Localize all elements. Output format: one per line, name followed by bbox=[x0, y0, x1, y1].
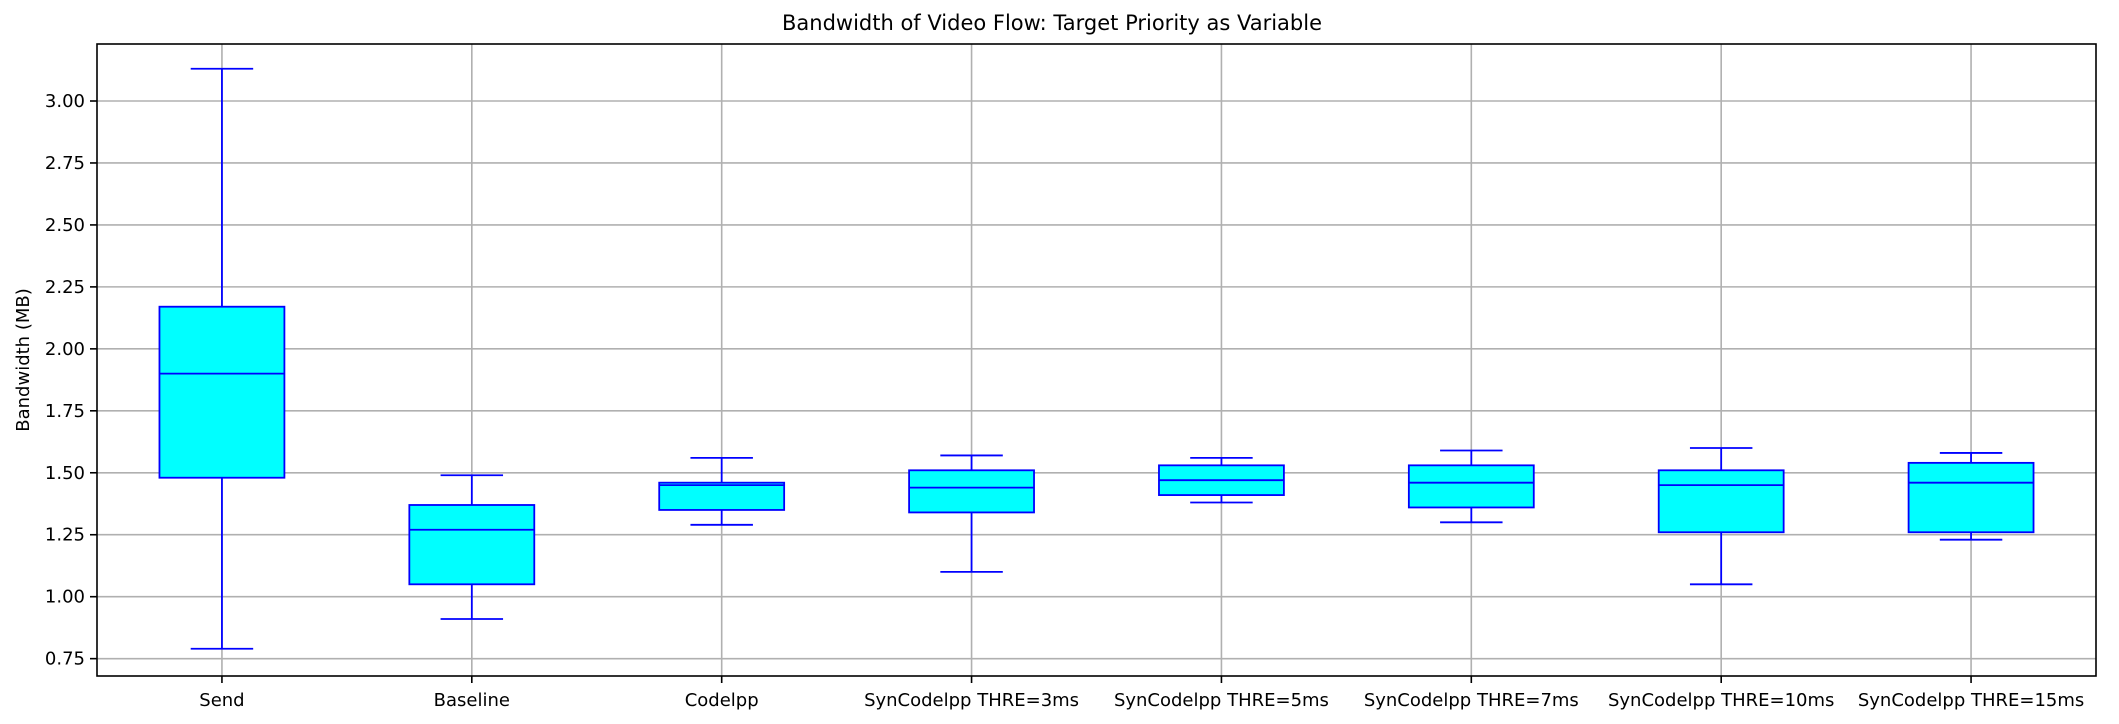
y-tick-label: 2.00 bbox=[45, 339, 85, 360]
box-4 bbox=[1158, 456, 1285, 504]
x-tick-label: SynCodelpp THRE=7ms bbox=[1364, 690, 1579, 711]
box-7 bbox=[1907, 452, 2035, 541]
box-layer bbox=[158, 67, 2035, 650]
x-tick-label: SynCodelpp THRE=10ms bbox=[1608, 690, 1834, 711]
y-tick-label: 0.75 bbox=[45, 649, 85, 670]
grid-layer bbox=[97, 44, 2096, 676]
box-iqr bbox=[1657, 469, 1785, 534]
box-iqr bbox=[1407, 464, 1535, 509]
x-tick-label: SynCodelpp THRE=3ms bbox=[864, 690, 1079, 711]
y-tick-label: 2.50 bbox=[45, 215, 85, 236]
box-iqr bbox=[158, 305, 286, 479]
box-iqr bbox=[408, 504, 536, 586]
y-axis-label: Bandwidth (MB) bbox=[13, 288, 34, 431]
y-tick-label: 2.25 bbox=[45, 277, 85, 298]
box-iqr bbox=[908, 469, 1035, 514]
chart-title: Bandwidth of Video Flow: Target Priority… bbox=[782, 11, 1322, 35]
box-1 bbox=[408, 474, 536, 620]
x-tick-label: Baseline bbox=[434, 690, 510, 711]
y-tick-label: 1.25 bbox=[45, 525, 85, 546]
box-6 bbox=[1657, 447, 1785, 586]
y-tick-label: 1.75 bbox=[45, 401, 85, 422]
box-iqr bbox=[1907, 461, 2035, 534]
box-2 bbox=[658, 456, 786, 526]
box-0 bbox=[158, 67, 286, 650]
x-tick-label: SynCodelpp THRE=5ms bbox=[1114, 690, 1329, 711]
y-tick-label: 1.50 bbox=[45, 463, 85, 484]
plot-frame bbox=[96, 43, 2097, 677]
box-5 bbox=[1407, 449, 1535, 524]
x-tick-label: Send bbox=[199, 690, 244, 711]
box-iqr bbox=[658, 481, 786, 511]
box-3 bbox=[908, 454, 1035, 573]
x-tick-label: Codelpp bbox=[685, 690, 759, 711]
y-tick-label: 2.75 bbox=[45, 153, 85, 174]
y-tick-label: 3.00 bbox=[45, 91, 85, 112]
x-tick-label: SynCodelpp THRE=15ms bbox=[1858, 690, 2084, 711]
y-tick-label: 1.00 bbox=[45, 587, 85, 608]
tick-layer: 0.75 1.00 1.25 1.50 1.75 2.00 2.25 2.50 2.75 3.00… bbox=[45, 91, 2084, 711]
